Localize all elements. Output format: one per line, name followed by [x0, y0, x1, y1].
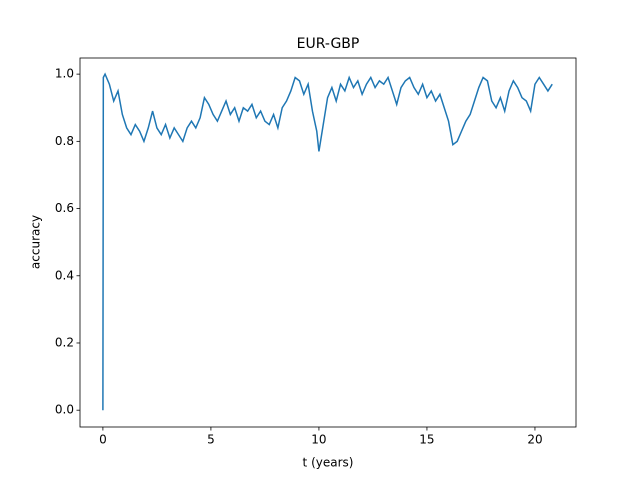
y-tick-label: 0.8	[55, 134, 74, 148]
plot-frame	[79, 57, 577, 428]
data-line	[102, 72, 553, 411]
y-tick-label: 0.0	[55, 403, 74, 417]
y-axis-label: accuracy	[29, 215, 43, 269]
y-tick-label: 1.0	[55, 67, 74, 81]
x-tick-label: 15	[419, 433, 434, 447]
x-tick-label: 10	[311, 433, 326, 447]
x-axis-label: t (years)	[303, 456, 354, 470]
y-tick-label: 0.6	[55, 201, 74, 215]
y-tick-label: 0.2	[55, 335, 74, 349]
x-tick-label: 20	[527, 433, 542, 447]
x-tick-label: 5	[207, 433, 215, 447]
y-tick-label: 0.4	[55, 268, 74, 282]
chart-title: EUR-GBP	[297, 36, 360, 52]
x-tick-label: 0	[99, 433, 107, 447]
